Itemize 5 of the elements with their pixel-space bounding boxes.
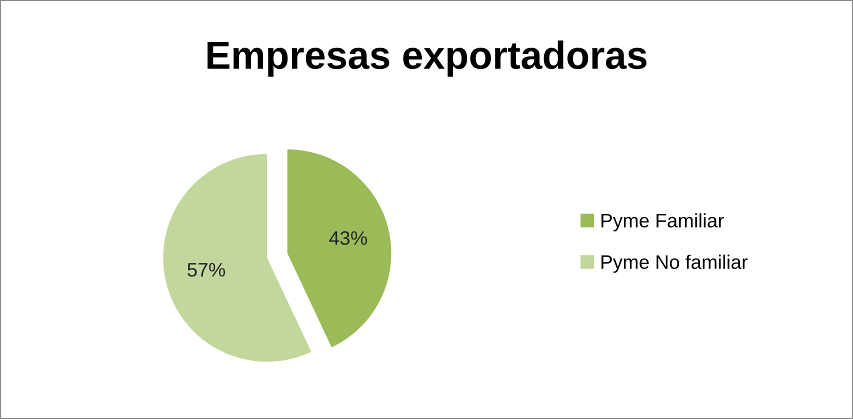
chart-title: Empresas exportadoras [208, 40, 646, 77]
data-label: 43% [329, 231, 367, 245]
legend-label: Pyme No familiar [602, 254, 748, 273]
legend-label: Pyme Familiar [602, 213, 724, 232]
data-label: 57% [188, 262, 226, 277]
